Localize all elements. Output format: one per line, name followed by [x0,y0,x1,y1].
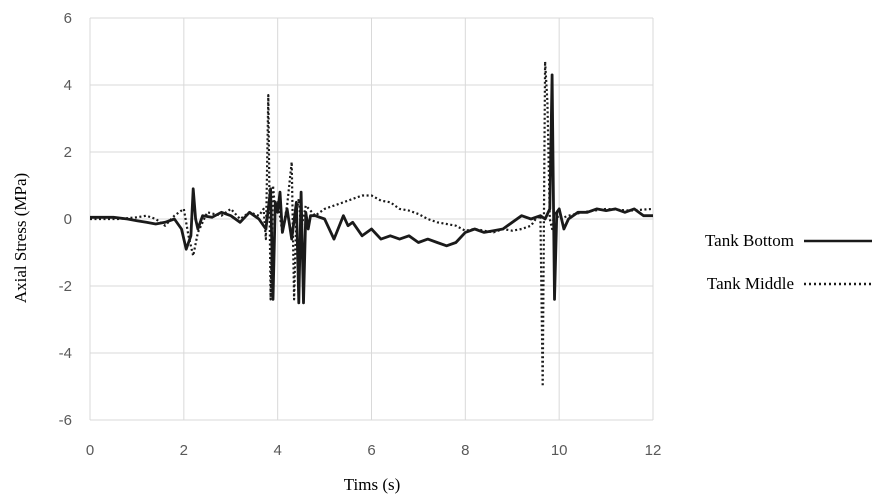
series-lines [90,60,654,388]
y-tick-label: 2 [64,144,72,161]
y-tick-label: -4 [59,345,72,362]
y-tick-label: 6 [64,10,72,27]
gridlines [89,17,654,421]
legend-label-tank-middle: Tank Middle [707,274,794,293]
x-tick-label: 10 [551,442,568,459]
x-tick-label: 4 [273,442,281,459]
series-line-tank-bottom [90,73,653,305]
legend: Tank Bottom Tank Middle [705,231,872,293]
y-tick-label: -2 [59,278,72,295]
x-tick-label: 0 [86,442,94,459]
tick-labels: 0 2 4 6 8 10 12 6 4 2 0 -2 -4 -6 [59,10,662,459]
series-line-tank-middle [90,60,654,388]
x-tick-label: 12 [645,442,662,459]
y-tick-label: -6 [59,412,72,429]
y-axis-label: Axial Stress (MPa) [11,173,30,303]
x-tick-label: 8 [461,442,469,459]
y-tick-label: 4 [64,77,72,94]
x-tick-label: 2 [180,442,188,459]
y-tick-label: 0 [64,211,72,228]
x-axis-label: Tims (s) [344,475,401,494]
legend-label-tank-bottom: Tank Bottom [705,231,794,250]
x-tick-label: 6 [367,442,375,459]
